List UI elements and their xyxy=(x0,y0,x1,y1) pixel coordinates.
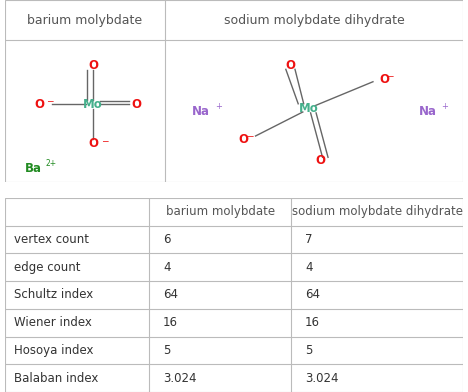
Text: 16: 16 xyxy=(305,316,320,329)
Text: +: + xyxy=(215,102,222,111)
Text: +: + xyxy=(441,102,448,111)
Text: Ba: Ba xyxy=(25,162,42,174)
Text: Na: Na xyxy=(418,105,437,118)
Text: O: O xyxy=(380,73,390,86)
Text: edge count: edge count xyxy=(14,261,80,274)
Text: O: O xyxy=(132,98,141,111)
Text: Balaban index: Balaban index xyxy=(14,372,98,385)
Text: 64: 64 xyxy=(305,289,320,301)
Text: O: O xyxy=(285,59,295,72)
Text: vertex count: vertex count xyxy=(14,233,89,246)
Text: −: − xyxy=(386,71,394,80)
Text: O: O xyxy=(239,133,249,146)
Text: 5: 5 xyxy=(305,344,313,357)
Text: Mo: Mo xyxy=(299,102,318,115)
Text: O: O xyxy=(35,98,45,111)
Text: sodium molybdate dihydrate: sodium molybdate dihydrate xyxy=(292,205,463,218)
Text: 4: 4 xyxy=(305,261,313,274)
Text: sodium molybdate dihydrate: sodium molybdate dihydrate xyxy=(224,14,405,27)
Text: 2+: 2+ xyxy=(45,159,57,168)
Text: 16: 16 xyxy=(163,316,178,329)
Text: 6: 6 xyxy=(163,233,170,246)
Text: 5: 5 xyxy=(163,344,170,357)
Text: Wiener index: Wiener index xyxy=(14,316,92,329)
Text: 3.024: 3.024 xyxy=(163,372,197,385)
Text: Hosoya index: Hosoya index xyxy=(14,344,93,357)
Text: −: − xyxy=(46,96,54,105)
Text: Na: Na xyxy=(192,105,210,118)
Text: O: O xyxy=(88,59,98,72)
Text: Mo: Mo xyxy=(83,98,103,111)
Text: 3.024: 3.024 xyxy=(305,372,338,385)
Text: 4: 4 xyxy=(163,261,170,274)
Text: 7: 7 xyxy=(305,233,313,246)
Text: O: O xyxy=(88,137,98,151)
Text: −: − xyxy=(101,136,109,145)
Text: barium molybdate: barium molybdate xyxy=(28,14,142,27)
Text: Schultz index: Schultz index xyxy=(14,289,93,301)
Text: 64: 64 xyxy=(163,289,178,301)
Text: O: O xyxy=(315,154,325,167)
Text: −: − xyxy=(246,131,253,140)
Text: barium molybdate: barium molybdate xyxy=(166,205,275,218)
